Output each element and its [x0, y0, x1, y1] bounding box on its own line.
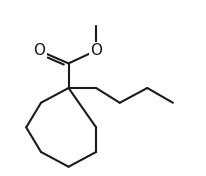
Text: O: O [90, 43, 102, 58]
Text: O: O [33, 43, 45, 58]
